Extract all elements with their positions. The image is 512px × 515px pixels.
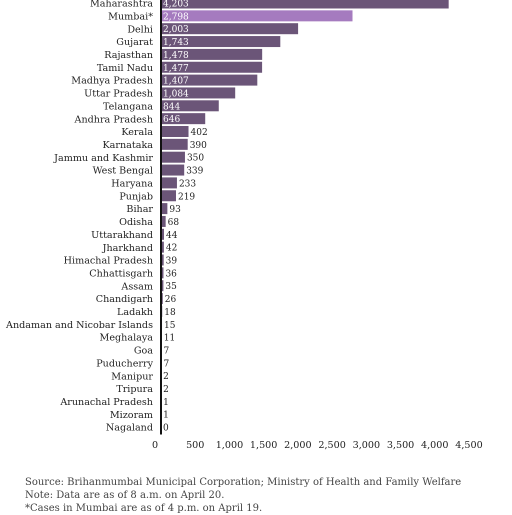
value-label-delhi: 2,003 <box>163 25 189 35</box>
source-note: Source: Brihanmumbai Municipal Corporati… <box>25 476 505 489</box>
category-label-telangana: Telangana <box>103 101 153 112</box>
category-label-ladakh: Ladakh <box>117 307 153 318</box>
category-label-goa: Goa <box>134 346 153 357</box>
bar-karnataka <box>161 139 188 150</box>
category-label-uttar-pradesh: Uttar Pradesh <box>84 89 153 100</box>
category-label-arunachal-pradesh: Arunachal Pradesh <box>59 397 153 408</box>
category-label-assam: Assam <box>120 281 153 292</box>
value-label-punjab: 219 <box>178 192 195 202</box>
category-label-madhya-pradesh: Madhya Pradesh <box>71 76 153 87</box>
bar-kerala <box>161 126 189 137</box>
bar-jammu-and-kashmir <box>161 152 185 163</box>
x-tick-label-3500: 3,500 <box>387 440 414 451</box>
category-label-jammu-and-kashmir: Jammu and Kashmir <box>53 153 153 164</box>
bar-mumbai <box>161 10 353 21</box>
value-label-haryana: 233 <box>179 179 196 189</box>
category-label-odisha: Odisha <box>119 217 153 228</box>
category-label-nagaland: Nagaland <box>106 423 153 434</box>
category-label-karnataka: Karnataka <box>103 140 154 151</box>
category-label-meghalaya: Meghalaya <box>100 333 154 344</box>
bar-maharashtra <box>161 0 449 9</box>
value-label-telangana: 844 <box>163 102 180 112</box>
value-label-andaman-and-nicobar-islands: 15 <box>164 321 176 331</box>
value-label-odisha: 68 <box>168 218 180 228</box>
value-label-chhattisgarh: 36 <box>165 269 177 279</box>
value-label-tripura: 2 <box>163 385 169 395</box>
value-label-andhra-pradesh: 646 <box>163 115 180 125</box>
bar-chart: Maharashtra 4,203 Mumbai* 2,798 Delhi 2,003 Gu… <box>0 0 512 470</box>
category-label-puducherry: Puducherry <box>96 358 153 369</box>
category-label-delhi: Delhi <box>127 24 153 35</box>
value-label-jammu-and-kashmir: 350 <box>187 154 204 164</box>
mumbai-footnote: *Cases in Mumbai are as of 4 p.m. on Apr… <box>25 502 505 515</box>
value-label-jharkhand: 42 <box>166 244 177 254</box>
value-label-himachal-pradesh: 39 <box>166 257 178 267</box>
value-label-nagaland: 0 <box>163 424 169 434</box>
x-tick-label-2000: 2,000 <box>284 440 311 451</box>
value-label-west-bengal: 339 <box>186 167 203 177</box>
bar-punjab <box>161 190 176 201</box>
category-label-manipur: Manipur <box>111 371 153 382</box>
category-label-andhra-pradesh: Andhra Pradesh <box>74 114 153 125</box>
value-label-madhya-pradesh: 1,407 <box>163 77 189 87</box>
value-label-rajasthan: 1,478 <box>163 51 189 61</box>
value-label-arunachal-pradesh: 1 <box>163 398 169 408</box>
value-label-manipur: 2 <box>163 372 169 382</box>
chart-area: Maharashtra 4,203 Mumbai* 2,798 Delhi 2,003 Gu… <box>0 0 512 470</box>
category-label-west-bengal: West Bengal <box>93 166 153 177</box>
value-label-kerala: 402 <box>191 128 208 138</box>
category-label-bihar: Bihar <box>126 204 153 215</box>
x-tick-label-0: 0 <box>152 440 158 451</box>
category-label-tripura: Tripura <box>116 384 153 395</box>
x-tick-label-1500: 1,500 <box>250 440 277 451</box>
category-label-rajasthan: Rajasthan <box>104 50 153 61</box>
category-label-tamil-nadu: Tamil Nadu <box>97 63 153 74</box>
x-tick-label-500: 500 <box>186 440 204 451</box>
value-label-bihar: 93 <box>169 205 181 215</box>
x-tick-label-4500: 4,500 <box>455 440 482 451</box>
category-label-andaman-and-nicobar-islands: Andaman and Nicobar Islands <box>5 320 153 331</box>
value-label-meghalaya: 11 <box>164 334 175 344</box>
value-label-ladakh: 18 <box>164 308 176 318</box>
category-label-mumbai: Mumbai* <box>108 11 153 22</box>
value-label-uttar-pradesh: 1,084 <box>163 89 189 99</box>
category-label-mizoram: Mizoram <box>110 410 153 421</box>
category-label-chandigarh: Chandigarh <box>96 294 153 305</box>
value-label-goa: 7 <box>163 346 169 356</box>
value-label-maharashtra: 4,203 <box>163 0 189 10</box>
x-tick-label-3000: 3,000 <box>353 440 380 451</box>
category-label-chhattisgarh: Chhattisgarh <box>89 268 153 279</box>
category-label-himachal-pradesh: Himachal Pradesh <box>64 256 153 267</box>
category-label-punjab: Punjab <box>119 191 153 202</box>
x-tick-label-4000: 4,000 <box>421 440 448 451</box>
value-label-karnataka: 390 <box>190 141 207 151</box>
value-label-assam: 35 <box>165 282 177 292</box>
category-label-haryana: Haryana <box>111 179 153 190</box>
category-label-kerala: Kerala <box>121 127 153 138</box>
value-label-puducherry: 7 <box>163 359 169 369</box>
value-label-mumbai: 2,798 <box>163 12 189 22</box>
category-label-maharashtra: Maharashtra <box>90 0 153 10</box>
x-tick-label-1000: 1,000 <box>216 440 243 451</box>
category-label-uttarakhand: Uttarakhand <box>91 230 153 241</box>
value-label-mizoram: 1 <box>163 411 169 421</box>
value-label-chandigarh: 26 <box>165 295 177 305</box>
notes-block: Source: Brihanmumbai Municipal Corporati… <box>25 476 505 515</box>
category-label-jharkhand: Jharkhand <box>102 243 153 254</box>
value-label-tamil-nadu: 1,477 <box>163 64 189 74</box>
category-label-gujarat: Gujarat <box>116 37 153 48</box>
bar-west-bengal <box>161 165 184 176</box>
x-tick-label-2500: 2,500 <box>318 440 345 451</box>
bar-haryana <box>161 177 177 188</box>
value-label-uttarakhand: 44 <box>166 231 178 241</box>
value-label-gujarat: 1,743 <box>163 38 189 48</box>
date-note: Note: Data are as of 8 a.m. on April 20. <box>25 489 505 502</box>
